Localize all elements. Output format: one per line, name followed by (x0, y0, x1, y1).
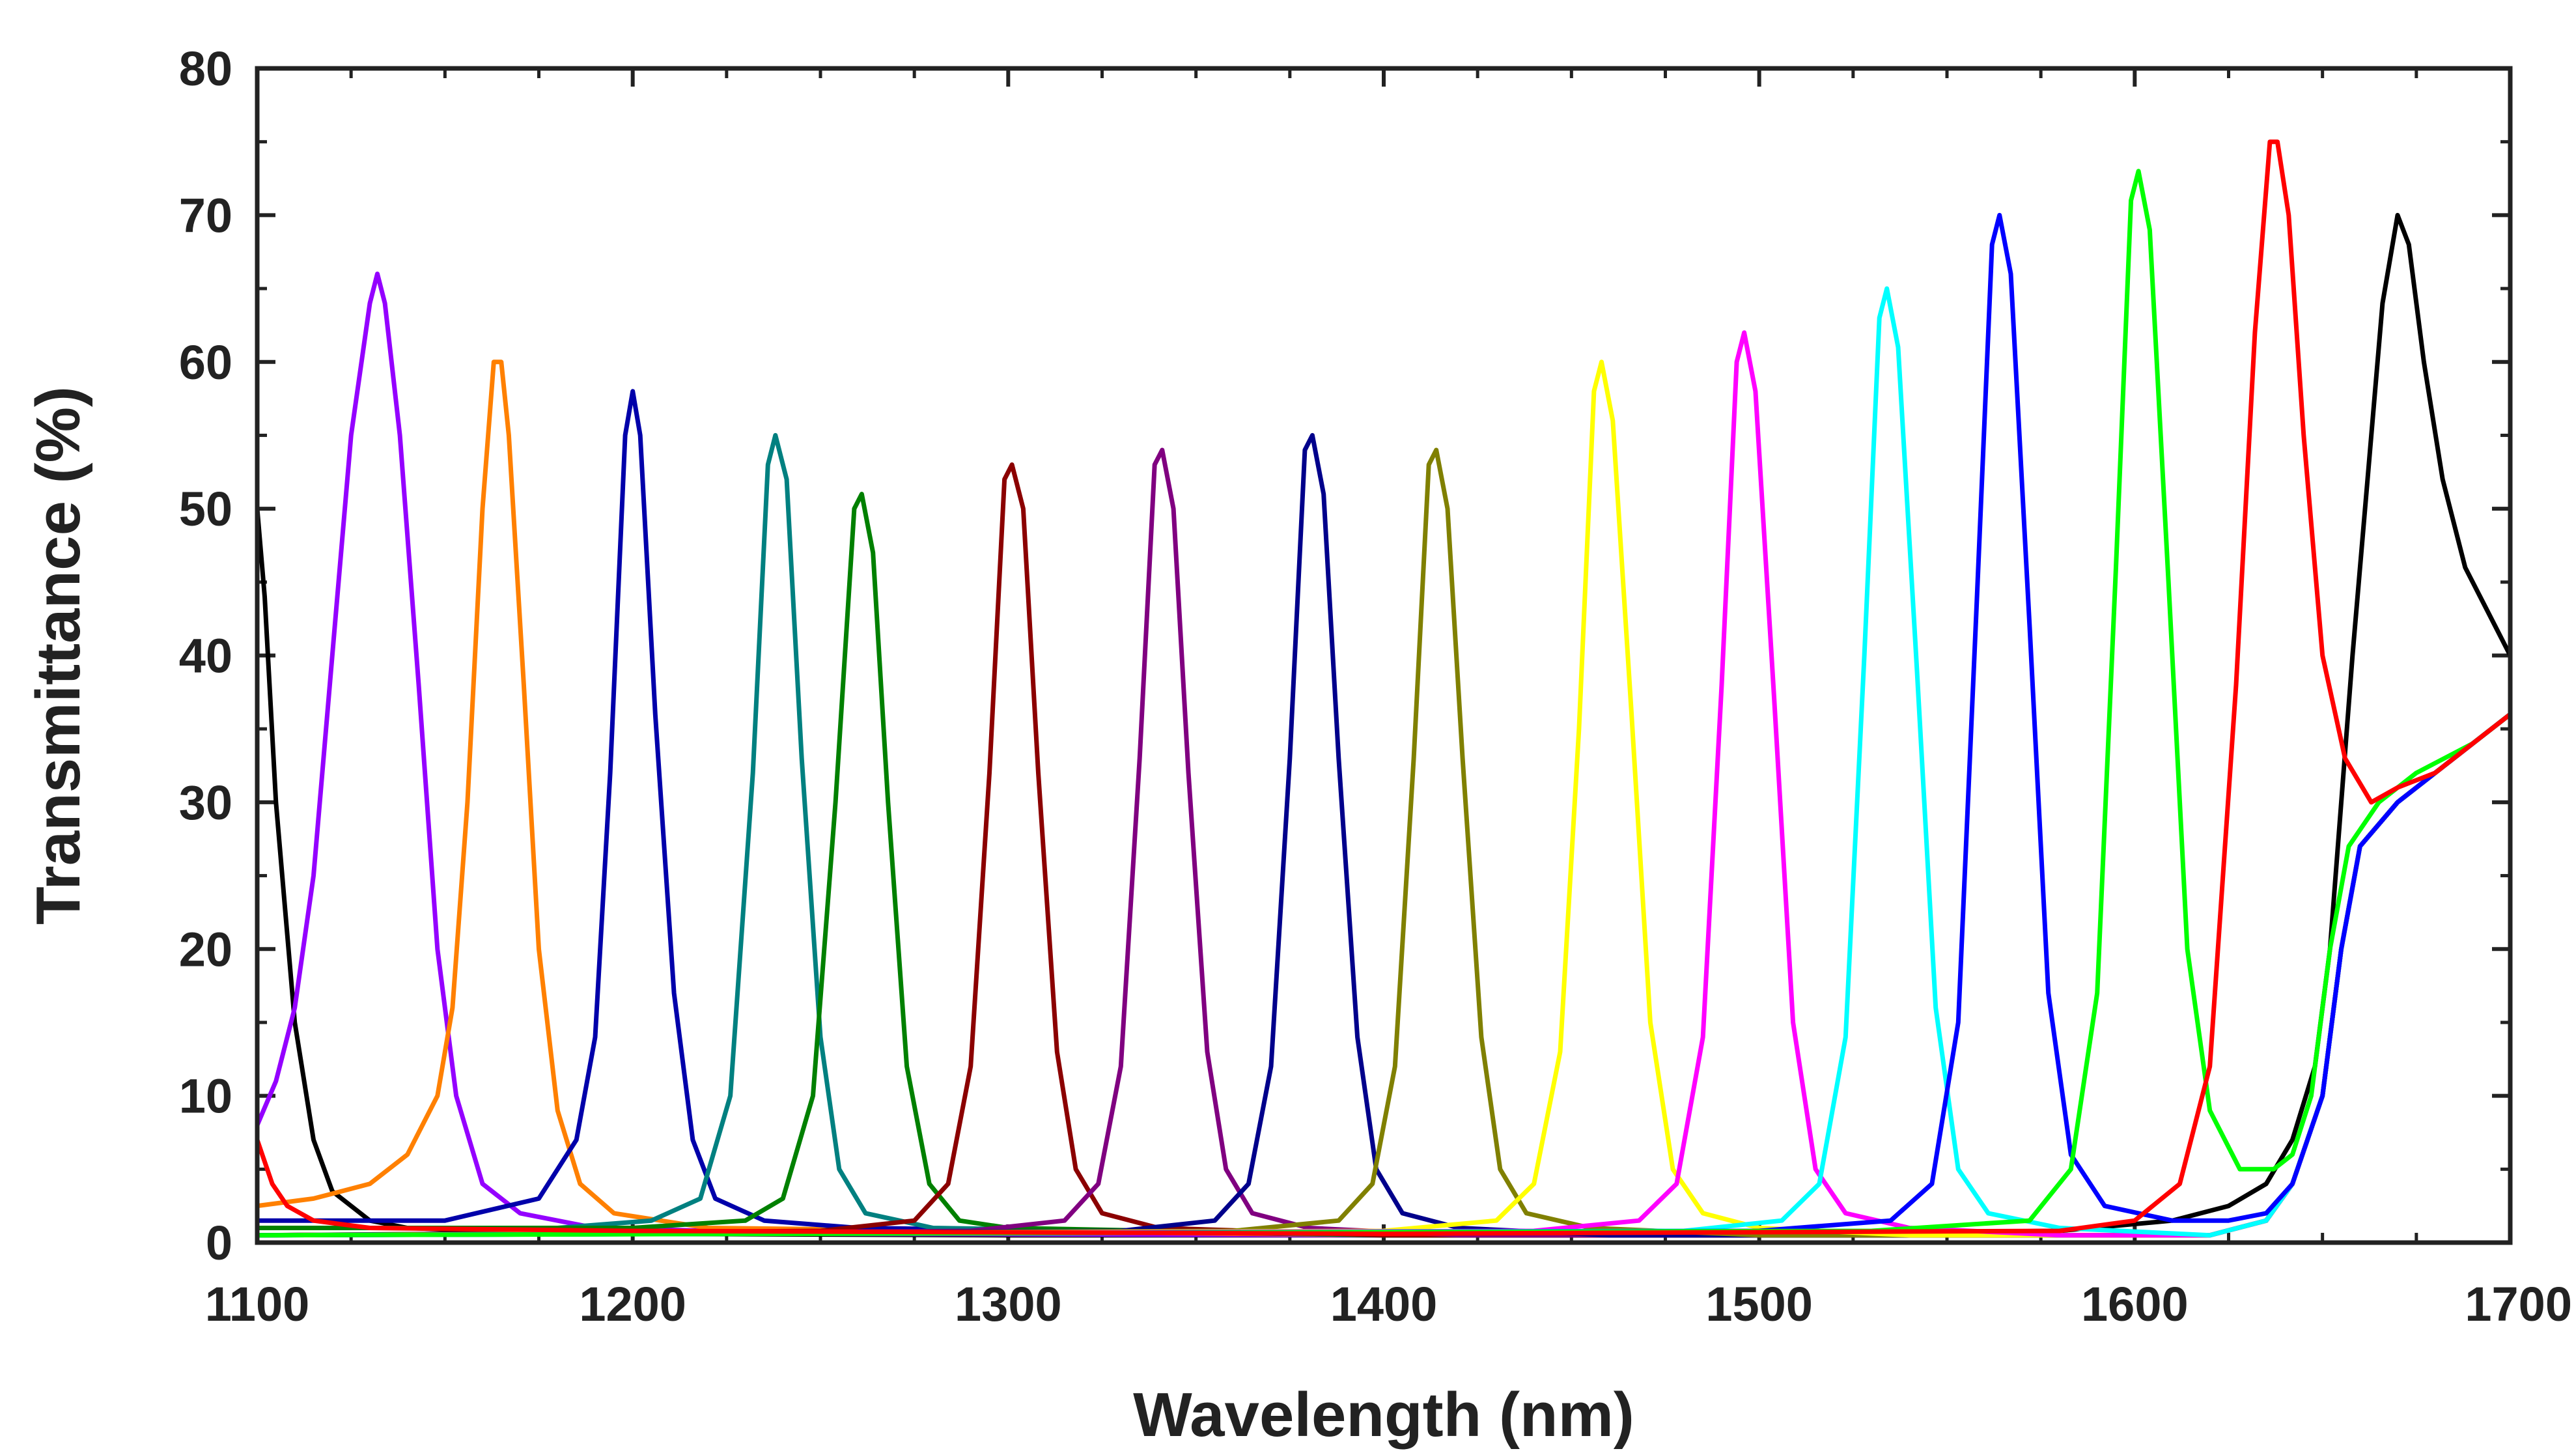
y-axis-tick-labels: 0 10 20 30 40 50 60 70 80 (179, 42, 232, 1270)
x-tick-label: 1100 (205, 1277, 310, 1331)
x-tick-label: 1300 (955, 1277, 1062, 1331)
y-tick-label: 60 (179, 335, 232, 389)
y-tick-label: 10 (179, 1069, 232, 1123)
x-tick-label: 1700 (2465, 1277, 2572, 1331)
y-tick-label: 20 (179, 922, 232, 976)
y-tick-label: 70 (179, 188, 232, 242)
y-tick-label: 0 (206, 1216, 232, 1270)
x-tick-label: 1500 (1705, 1277, 1813, 1331)
series-layer (257, 139, 2510, 1238)
y-axis-title: Transmittance (%) (23, 386, 93, 925)
y-tick-label: 80 (179, 42, 232, 96)
series-line-15 (257, 169, 2510, 1238)
y-tick-label: 50 (179, 482, 232, 536)
x-tick-label: 1200 (579, 1277, 686, 1331)
x-axis-tick-labels: 1100 1200 1300 1400 1500 1600 1700 (205, 1277, 2572, 1331)
series-line-14 (257, 212, 2510, 1238)
y-tick-label: 40 (179, 629, 232, 683)
x-tick-label: 1400 (1330, 1277, 1438, 1331)
plot-area-frame (255, 66, 2513, 1245)
y-tick-label: 30 (179, 776, 232, 830)
x-axis-title: Wavelength (nm) (1133, 1380, 1634, 1450)
series-line-16 (257, 139, 2510, 1236)
series-line-1 (257, 212, 2510, 1238)
x-tick-label: 1600 (2081, 1277, 2189, 1331)
